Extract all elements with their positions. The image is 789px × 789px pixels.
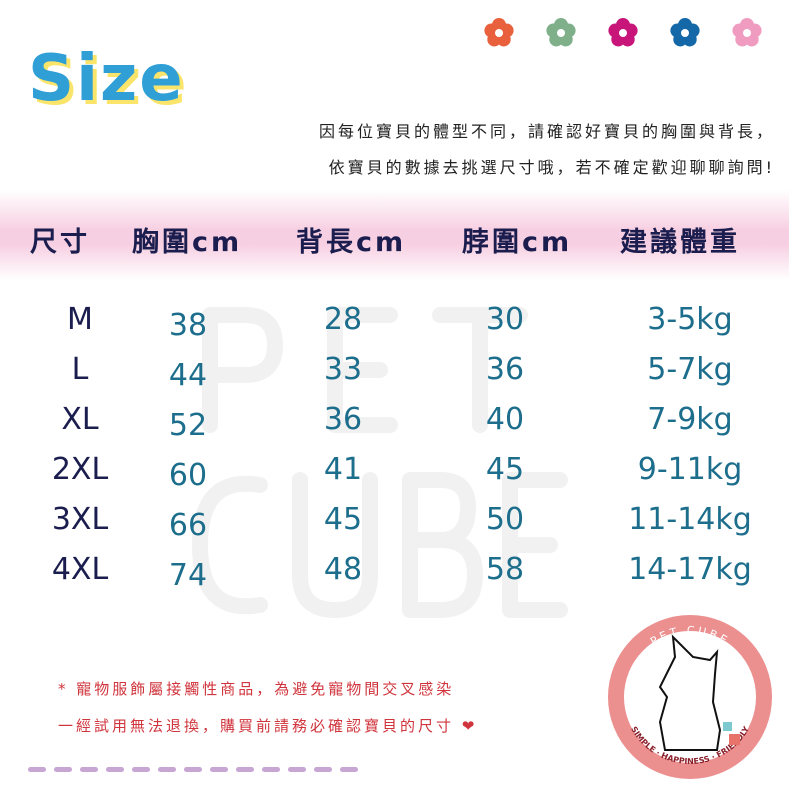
intro-line-2: 依寶貝的數據去挑選尺寸哦，若不確定歡迎聊聊詢問! <box>328 158 775 177</box>
cell-neck: 50 <box>485 502 525 537</box>
dash <box>54 767 72 772</box>
cell-weight: 14-17kg <box>628 552 752 587</box>
note-text: 一經試用無法退換，購買前請務必確認寶貝的尺寸 <box>58 717 455 735</box>
dash <box>132 767 150 772</box>
cell-chest: 52 <box>168 408 208 443</box>
cell-size: L <box>71 352 89 387</box>
cell-size: XL <box>61 402 99 437</box>
teal-square-icon <box>723 722 732 731</box>
cell-chest: 44 <box>168 358 208 393</box>
cell-size: 3XL <box>51 502 109 537</box>
cell-neck: 30 <box>485 302 525 337</box>
flower-icon <box>608 18 638 48</box>
cell-weight: 9-11kg <box>637 452 743 487</box>
cell-size: 4XL <box>51 552 109 587</box>
heart-icon: ❤ <box>461 717 478 735</box>
note-line-2: 一經試用無法退換，購買前請務必確認寶貝的尺寸 ❤ <box>58 715 477 736</box>
dash <box>184 767 202 772</box>
cell-weight: 3-5kg <box>647 302 733 337</box>
dash <box>340 767 358 772</box>
cell-size: M <box>67 302 93 337</box>
cell-weight: 11-14kg <box>628 502 752 537</box>
header-weight: 建議體重 <box>620 227 740 258</box>
cell-back: 33 <box>323 352 363 387</box>
dash <box>28 767 46 772</box>
header-band <box>0 190 789 280</box>
dash <box>106 767 124 772</box>
cell-neck: 40 <box>485 402 525 437</box>
page-title: Size <box>28 42 185 116</box>
dash <box>210 767 228 772</box>
cell-weight: 7-9kg <box>647 402 733 437</box>
cell-back: 41 <box>323 452 363 487</box>
cell-weight: 5-7kg <box>647 352 733 387</box>
cell-back: 48 <box>323 552 363 587</box>
cell-chest: 38 <box>168 308 208 343</box>
pet-cube-logo: PET CUBE SIMPLE · HAPPINESS · FRIENDLY <box>608 615 772 779</box>
dash <box>288 767 306 772</box>
dash <box>80 767 98 772</box>
note-line-1: * 寵物服飾屬接觸性商品，為避免寵物間交叉感染 <box>58 680 455 698</box>
dash <box>236 767 254 772</box>
flower-icon <box>670 18 700 48</box>
cell-chest: 66 <box>168 508 208 543</box>
header-size: 尺寸 <box>30 227 90 258</box>
dash <box>158 767 176 772</box>
dash <box>314 767 332 772</box>
dash <box>262 767 280 772</box>
cell-back: 36 <box>323 402 363 437</box>
cell-neck: 58 <box>485 552 525 587</box>
pet-cube-watermark <box>192 307 568 618</box>
cell-size: 2XL <box>51 452 109 487</box>
header-neck: 脖圍cm <box>462 227 573 258</box>
intro-line-1: 因每位寶貝的體型不同，請確認好寶貝的胸圍與背長， <box>318 122 775 141</box>
header-chest: 胸圍cm <box>132 227 243 258</box>
flower-icon <box>484 18 514 48</box>
cell-back: 45 <box>323 502 363 537</box>
coral-square-icon <box>729 734 740 745</box>
cat-outline-icon <box>658 634 722 751</box>
cell-neck: 45 <box>485 452 525 487</box>
flower-icon <box>546 18 576 48</box>
cell-chest: 60 <box>168 458 208 493</box>
header-back: 背長cm <box>296 227 407 258</box>
cell-chest: 74 <box>168 558 208 593</box>
flower-icon <box>732 18 762 48</box>
cell-neck: 36 <box>485 352 525 387</box>
cell-back: 28 <box>323 302 363 337</box>
